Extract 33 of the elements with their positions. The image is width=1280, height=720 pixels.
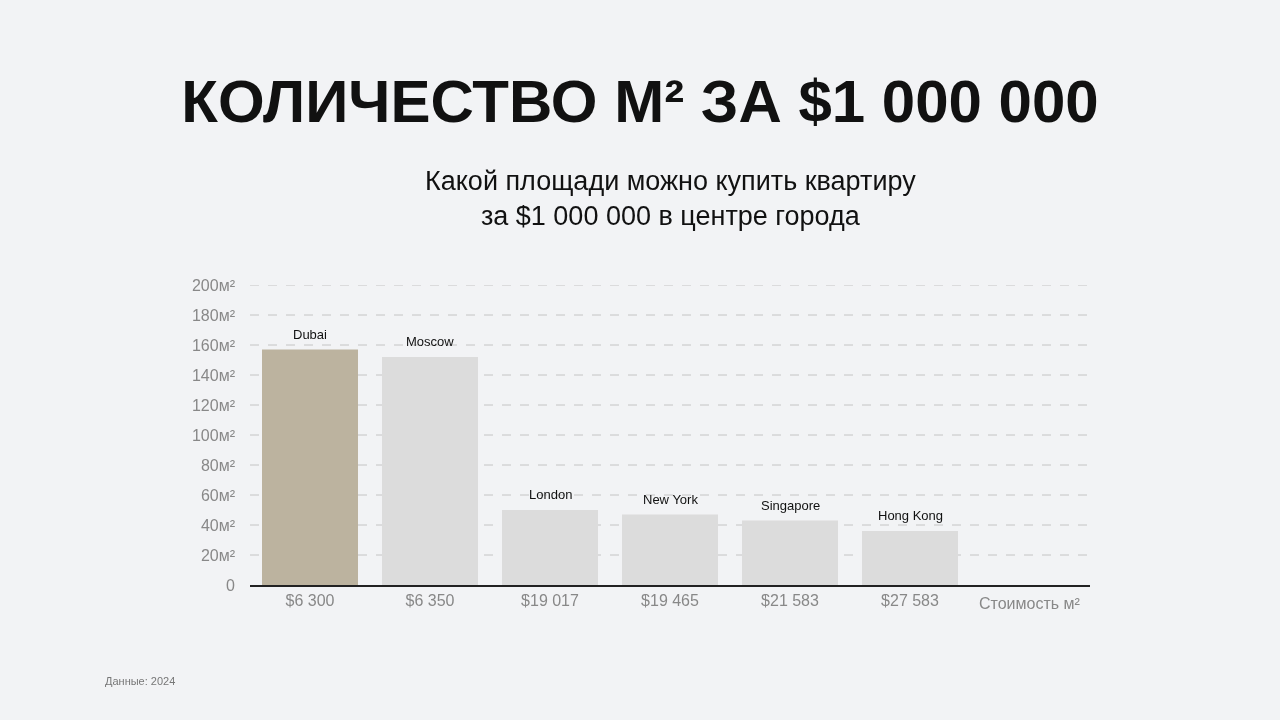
y-tick-label: 60м² (200, 486, 236, 504)
y-tick-label: 200м² (191, 276, 236, 294)
y-tick-label: 0 (226, 576, 236, 594)
x-tick-label: $21 583 (761, 591, 820, 609)
annotation: London (529, 487, 573, 502)
bar (742, 520, 838, 585)
x-tick-label: $19 465 (641, 591, 700, 609)
y-tick-label: 40м² (200, 516, 236, 534)
annotation: Dubai (293, 327, 328, 342)
bar (862, 531, 958, 585)
text: Данные: 2024 (105, 675, 176, 687)
chart-title: КОЛИЧЕСТВО М² ЗА $1 000 000 (181, 67, 1099, 135)
annotation: Moscow (406, 334, 455, 349)
y-tick-label: 80м² (200, 456, 236, 474)
y-tick-label: 140м² (191, 366, 236, 384)
x-tick-label: $19 017 (521, 591, 580, 609)
bar (622, 514, 718, 585)
y-tick-label: 180м² (191, 306, 236, 324)
y-tick-label: 100м² (191, 426, 236, 444)
annotation: New York (643, 492, 699, 507)
bar (502, 510, 598, 585)
x-tick-label: $6 350 (405, 591, 455, 609)
y-tick-label: 20м² (200, 546, 236, 564)
bar (262, 349, 358, 585)
x-axis-title: Стоимость м² (979, 595, 1081, 612)
bar (382, 357, 478, 585)
y-tick-label: 120м² (191, 396, 236, 414)
x-tick-label: $6 300 (285, 591, 335, 609)
annotation: Hong Kong (878, 508, 944, 523)
chart-subtitle: Какой площади можно купить квартиру за $1 000 000 в центре города (425, 166, 917, 232)
x-tick-label: $27 583 (881, 591, 940, 609)
y-tick-label: 160м² (191, 336, 236, 354)
annotation: Singapore (761, 498, 821, 513)
